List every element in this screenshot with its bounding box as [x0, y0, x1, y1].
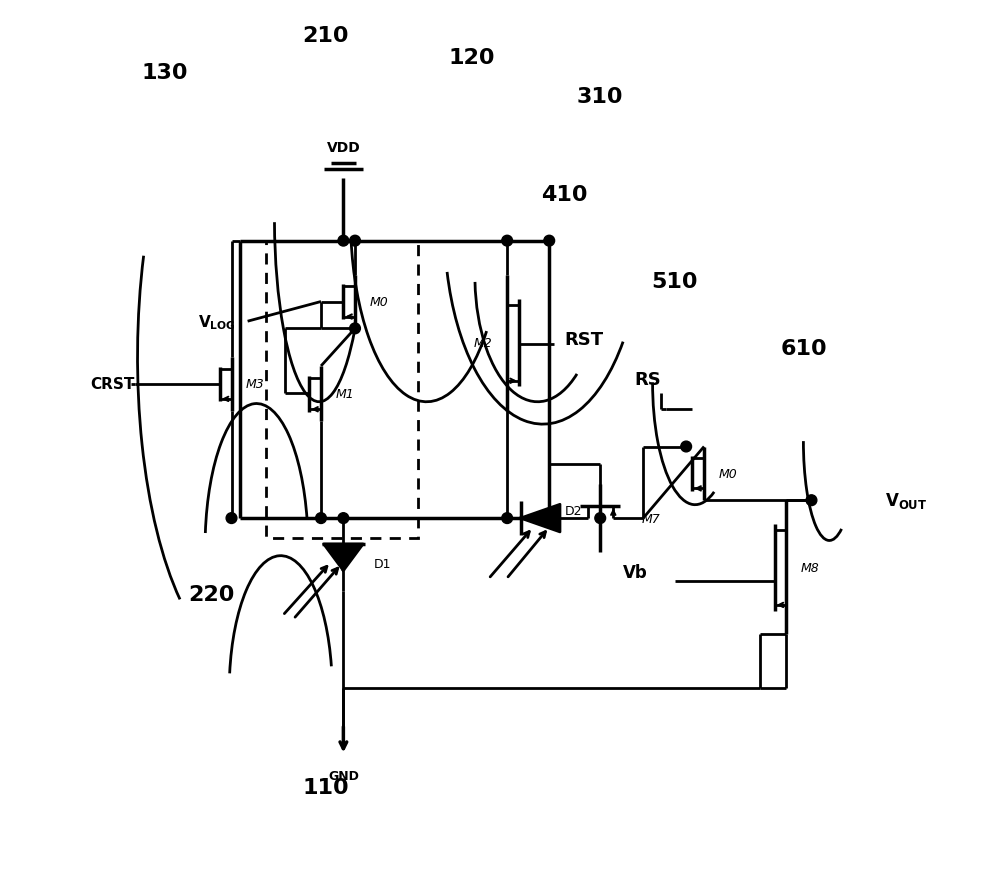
Text: M1: M1 — [335, 388, 354, 401]
Text: 130: 130 — [141, 63, 188, 83]
Circle shape — [226, 513, 237, 524]
Text: 120: 120 — [448, 48, 495, 68]
Text: 310: 310 — [577, 87, 623, 106]
Text: M3: M3 — [246, 378, 265, 391]
Text: RST: RST — [564, 331, 604, 349]
Circle shape — [338, 236, 349, 247]
Polygon shape — [521, 505, 560, 532]
Circle shape — [316, 513, 326, 524]
Text: M2: M2 — [474, 337, 493, 350]
Circle shape — [502, 513, 513, 524]
Text: VDD: VDD — [327, 140, 360, 155]
Text: 210: 210 — [302, 26, 349, 46]
Circle shape — [338, 513, 349, 524]
Text: M0: M0 — [369, 296, 388, 308]
Text: M8: M8 — [801, 561, 819, 574]
Circle shape — [806, 495, 817, 506]
Text: CRST: CRST — [90, 377, 134, 392]
Polygon shape — [324, 544, 363, 571]
Text: M0: M0 — [718, 468, 737, 480]
Circle shape — [544, 236, 555, 247]
Bar — [266, 241, 418, 538]
Text: Vb: Vb — [623, 563, 648, 581]
Text: GND: GND — [328, 769, 359, 782]
Circle shape — [681, 442, 692, 452]
Circle shape — [350, 324, 360, 334]
Text: M7: M7 — [641, 512, 660, 525]
Text: D1: D1 — [374, 558, 391, 570]
Text: $\mathbf{V}_{\mathbf{LOG}}$: $\mathbf{V}_{\mathbf{LOG}}$ — [198, 313, 236, 331]
Text: 510: 510 — [651, 272, 698, 291]
Text: RS: RS — [634, 371, 661, 389]
Text: 610: 610 — [781, 339, 828, 358]
Text: 410: 410 — [541, 185, 588, 205]
Text: 220: 220 — [189, 585, 235, 604]
Text: D2: D2 — [564, 504, 582, 518]
Circle shape — [502, 236, 513, 247]
Circle shape — [595, 513, 606, 524]
Text: $\mathbf{V_{OUT}}$: $\mathbf{V_{OUT}}$ — [885, 491, 927, 510]
Text: 110: 110 — [302, 777, 349, 797]
Circle shape — [350, 236, 360, 247]
